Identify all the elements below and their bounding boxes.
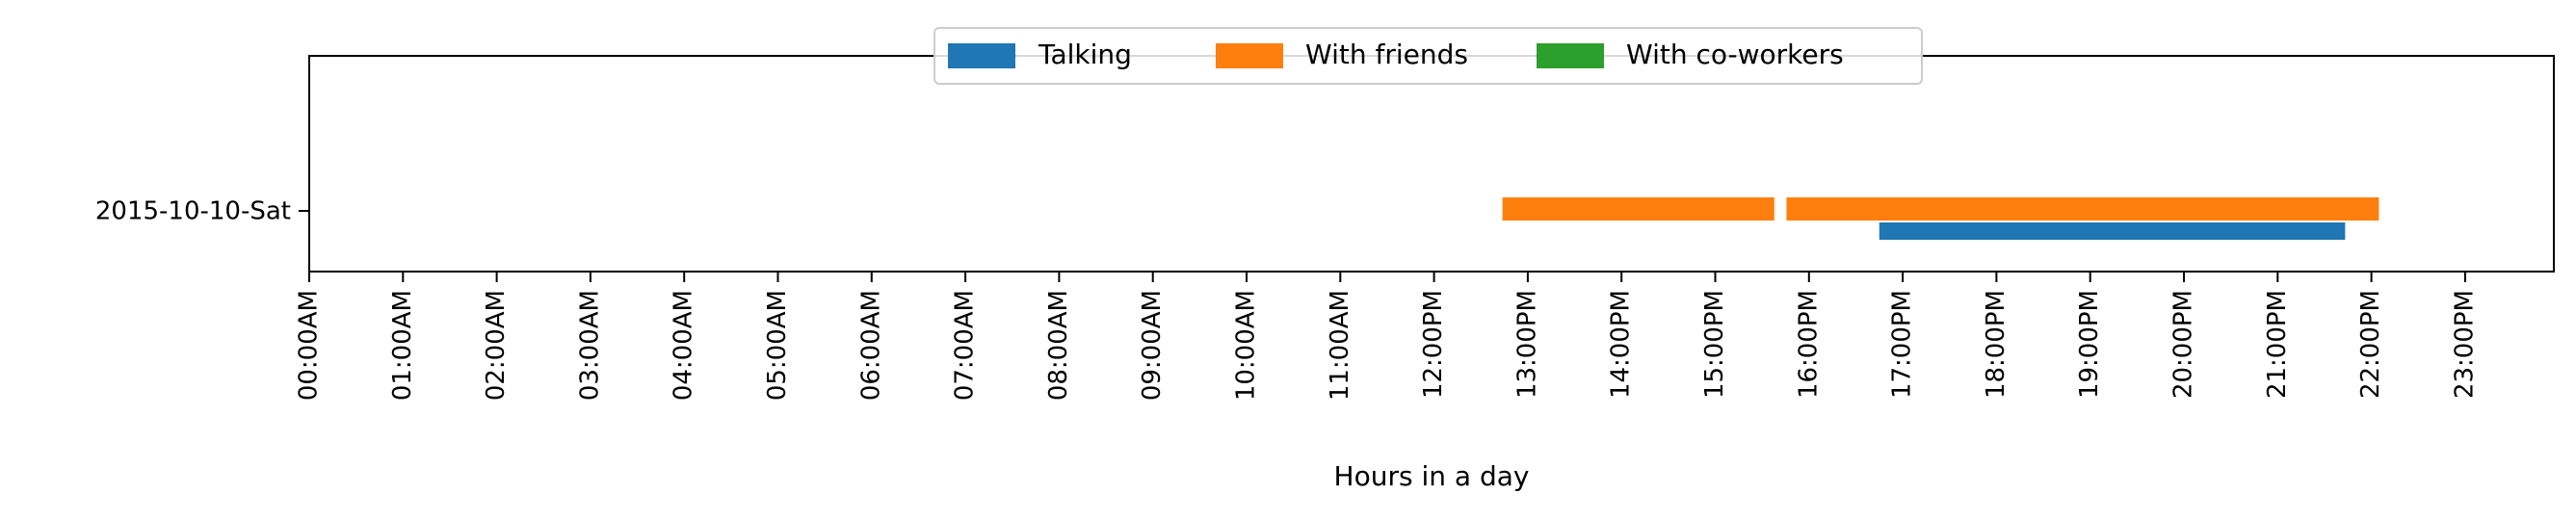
x-tick-label: 17:00PM bbox=[1888, 290, 1917, 399]
x-tick-label: 02:00AM bbox=[482, 290, 511, 401]
legend-label-with-co-workers: With co-workers bbox=[1626, 39, 1844, 70]
x-tick-label: 01:00AM bbox=[388, 290, 417, 401]
x-tick-label: 12:00PM bbox=[1419, 290, 1448, 399]
x-tick-label: 14:00PM bbox=[1607, 290, 1636, 399]
legend-swatch-with-co-workers bbox=[1537, 43, 1604, 68]
x-tick-label: 15:00PM bbox=[1700, 290, 1729, 399]
x-tick-label: 21:00PM bbox=[2263, 290, 2292, 399]
x-tick-label: 23:00PM bbox=[2450, 290, 2479, 399]
x-tick-label: 07:00AM bbox=[951, 290, 980, 401]
legend: Talking With friends With co-workers bbox=[933, 27, 1923, 85]
x-tick-label: 22:00PM bbox=[2356, 290, 2385, 399]
legend-box bbox=[933, 27, 1923, 85]
legend-swatch-talking bbox=[948, 43, 1015, 68]
x-tick-label: 05:00AM bbox=[763, 290, 792, 401]
x-tick-label: 20:00PM bbox=[2169, 290, 2198, 399]
x-tick-label: 09:00AM bbox=[1138, 290, 1167, 401]
x-tick-label: 06:00AM bbox=[856, 290, 885, 401]
bar-with-friends bbox=[1502, 197, 1774, 221]
y-tick-label: 2015-10-10-Sat bbox=[95, 197, 291, 226]
bar-with-friends bbox=[1786, 197, 2379, 221]
x-tick-label: 13:00PM bbox=[1512, 290, 1541, 399]
x-tick-label: 04:00AM bbox=[670, 290, 698, 401]
y-axis: 2015-10-10-Sat bbox=[95, 197, 309, 226]
x-tick-label: 00:00AM bbox=[295, 290, 324, 401]
bar-talking bbox=[1879, 222, 2346, 240]
legend-label-with-friends: With friends bbox=[1305, 39, 1468, 70]
x-tick-label: 16:00PM bbox=[1794, 290, 1823, 399]
x-tick-label: 08:00AM bbox=[1044, 290, 1073, 401]
x-tick-label: 10:00AM bbox=[1232, 290, 1261, 401]
legend-label-talking: Talking bbox=[1038, 39, 1132, 70]
x-axis: 00:00AM 01:00AM 02:00AM 03:00AM 04:00AM 05:00… bbox=[295, 272, 2479, 401]
x-tick-label: 11:00AM bbox=[1326, 290, 1354, 401]
legend-swatch-with-friends bbox=[1216, 43, 1283, 68]
x-axis-label: Hours in a day bbox=[1334, 460, 1530, 492]
x-tick-label: 18:00PM bbox=[1982, 290, 2011, 399]
bars-layer bbox=[1502, 197, 2379, 240]
x-tick-label: 03:00AM bbox=[575, 290, 604, 401]
x-tick-label: 19:00PM bbox=[2075, 290, 2104, 399]
